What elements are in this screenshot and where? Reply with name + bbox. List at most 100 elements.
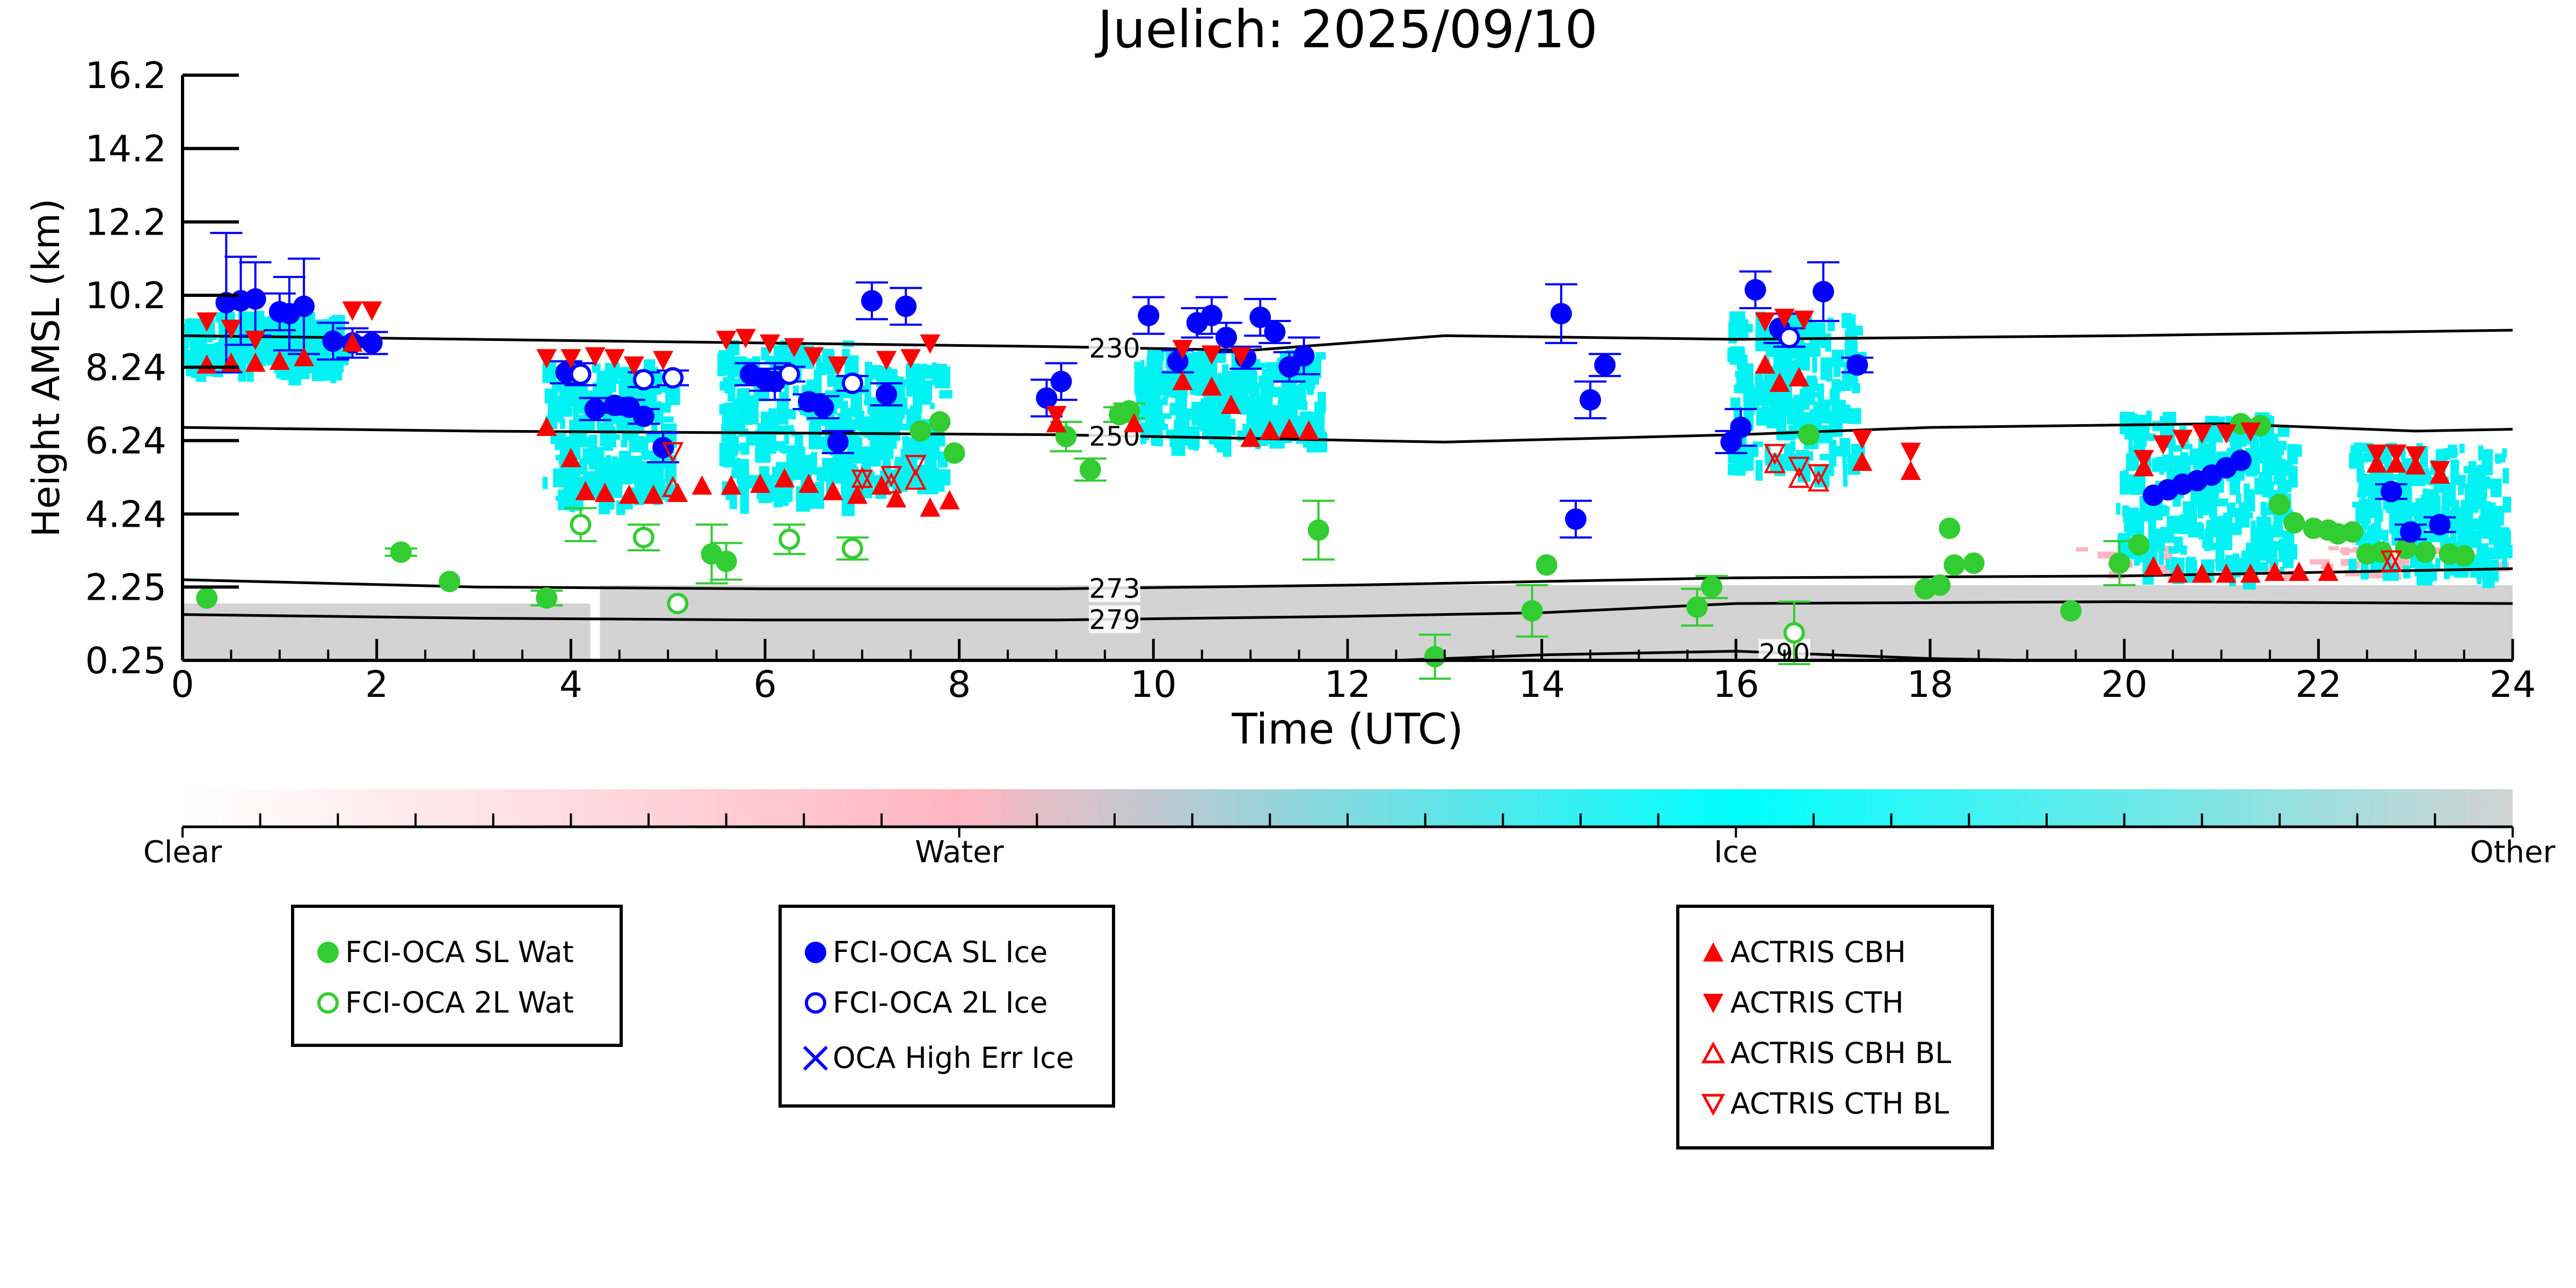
fci-oca-2l-ice-point: [1778, 326, 1800, 348]
fci-oca-2l-wat-point: [778, 528, 801, 550]
ice-class-speck: [746, 431, 756, 446]
ice-class-speck: [1190, 372, 1196, 395]
ice-class-speck: [810, 492, 824, 509]
legend-label: FCI-OCA 2L Wat: [345, 986, 574, 1020]
ice-class-speck: [2233, 557, 2245, 574]
ice-class-speck: [542, 477, 548, 489]
fci-oca-sl-wat-point: [1686, 596, 1708, 618]
ice-class-speck: [1315, 352, 1326, 360]
ice-class-speck: [924, 459, 930, 484]
ice-class-speck: [772, 467, 778, 478]
ice-class-speck: [2262, 545, 2268, 557]
ice-class-speck: [2230, 476, 2240, 495]
fci-oca-sl-wat-point: [2453, 545, 2475, 567]
ice-class-speck: [841, 461, 849, 480]
ice-class-speck: [579, 458, 587, 475]
ice-class-speck: [2231, 511, 2237, 518]
ice-class-speck: [2134, 553, 2140, 566]
ice-class-speck: [1852, 383, 1860, 394]
ice-class-speck: [2432, 500, 2439, 506]
fci-oca-sl-wat-point: [536, 587, 558, 609]
ice-class-speck: [600, 463, 615, 480]
fci-oca-sl-ice-point: [1036, 387, 1058, 409]
ice-class-speck: [936, 474, 945, 492]
fci-oca-sl-wat-point: [439, 571, 461, 593]
ice-class-speck: [837, 413, 846, 428]
fci-oca-sl-wat-point: [1701, 576, 1723, 598]
fci-oca-sl-ice-point: [1278, 356, 1300, 378]
classification-colorbar: Clear Water Ice Other: [143, 789, 2556, 870]
ice-class-speck: [1812, 346, 1817, 373]
ice-class-speck: [740, 442, 749, 455]
ice-class-speck: [2272, 541, 2287, 551]
ice-class-speck: [933, 467, 938, 475]
x-tick-label: 0: [171, 664, 194, 706]
actris-cbh-point: [749, 473, 770, 493]
ice-class-speck: [2443, 448, 2458, 457]
actris-cbh-point: [2143, 556, 2164, 576]
fci-oca-sl-wat-point: [1798, 424, 1820, 446]
actris-cth-point: [653, 351, 674, 370]
ice-class-speck: [2116, 503, 2121, 515]
legend-water: FCI-OCA SL Wat FCI-OCA 2L Wat: [291, 905, 623, 1047]
ice-class-speck: [1821, 361, 1826, 367]
x-tick-label: 20: [2101, 664, 2148, 706]
y-tick-label: 12.2: [85, 201, 166, 244]
ice-class-speck: [2169, 445, 2182, 452]
ice-class-speck: [2500, 544, 2513, 558]
ice-class-speck: [2148, 518, 2157, 544]
ice-class-speck: [723, 453, 736, 468]
legend-item-sl-ice: FCI-OCA SL Ice: [782, 928, 1112, 977]
actris-cth-bl-point: [1788, 456, 1810, 478]
ice-class-speck: [551, 413, 559, 419]
chart-title: Juelich: 2025/09/10: [1095, 0, 1597, 60]
fci-oca-sl-wat-point: [2108, 552, 2130, 574]
colorbar-label-ice: Ice: [1714, 835, 1758, 870]
ice-class-speck: [2209, 542, 2222, 550]
ice-class-speck: [592, 363, 601, 373]
actris-cbh-point: [774, 468, 795, 487]
actris-cth-point: [1201, 345, 1222, 365]
actris-cth-point: [1231, 347, 1251, 367]
actris-cbh-point: [2167, 563, 2188, 583]
y-tick-label: 8.24: [85, 347, 166, 389]
ice-class-speck: [888, 406, 903, 430]
ice-class-speck: [1260, 406, 1275, 415]
actris-cth-point: [2429, 461, 2450, 481]
ice-class-speck: [1258, 375, 1267, 390]
ice-class-speck: [723, 359, 736, 376]
ice-class-speck: [740, 489, 749, 514]
ice-class-speck: [1296, 398, 1307, 410]
water-class-speck: [2310, 559, 2330, 565]
actris-cbh-point: [1900, 461, 1921, 481]
ice-class-speck: [619, 450, 631, 460]
ice-class-speck: [596, 413, 601, 432]
ice-class-speck: [2502, 468, 2509, 484]
ice-class-speck: [2247, 489, 2255, 512]
fci-oca-sl-wat-point: [2283, 512, 2305, 534]
fci-oca-sl-ice-point: [293, 295, 315, 317]
actris-cth-bl-point: [880, 465, 903, 487]
ice-class-speck: [644, 438, 649, 460]
actris-cbh-point: [2289, 561, 2310, 581]
ice-class-speck: [926, 452, 934, 469]
ice-class-speck: [2250, 520, 2256, 548]
ice-class-speck: [1833, 381, 1845, 391]
ice-class-speck: [2361, 486, 2366, 507]
fci-oca-sl-ice-point: [895, 295, 917, 317]
ice-class-speck: [2180, 452, 2188, 463]
fci-oca-sl-ice-point: [1138, 304, 1160, 326]
ice-class-speck: [2277, 425, 2290, 437]
legend-label: ACTRIS CBH: [1730, 935, 1906, 969]
ice-class-speck: [1176, 409, 1181, 427]
actris-cbh-point: [1298, 420, 1319, 440]
fci-oca-sl-ice-point: [1550, 303, 1572, 325]
fci-oca-sl-wat-point: [1929, 574, 1951, 596]
fci-oca-sl-wat-point: [390, 541, 412, 563]
water-class-speck: [2076, 547, 2088, 552]
actris-cbh-point: [2240, 563, 2261, 583]
ice-class-speck: [788, 409, 796, 420]
ice-class-speck: [2410, 553, 2415, 562]
actris-cbh-point: [1769, 373, 1790, 392]
triangle-up-outline-icon: [1701, 1041, 1726, 1064]
